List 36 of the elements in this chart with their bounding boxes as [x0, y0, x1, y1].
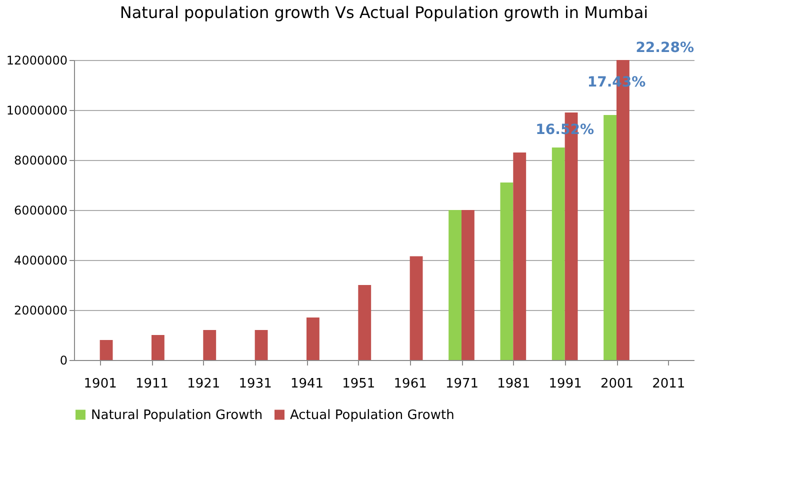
bar [410, 256, 423, 360]
bar [462, 210, 474, 360]
x-tick-label: 1921 [187, 376, 220, 392]
bar [306, 318, 320, 360]
bar [152, 335, 164, 360]
x-tick-label: 1931 [238, 376, 272, 392]
x-tick-label: 1941 [290, 376, 324, 392]
x-tick-label: 2011 [652, 376, 686, 392]
y-tick-label: 8000000 [14, 154, 68, 168]
x-tick-label: 1961 [394, 376, 427, 392]
y-tick-label: 12000000 [6, 54, 68, 68]
x-tick-label: 1971 [445, 376, 479, 392]
y-tick-label: 0 [60, 354, 68, 368]
bar [100, 340, 113, 360]
y-tick-label: 2000000 [14, 304, 68, 318]
legend-label: Natural Population Growth [91, 408, 263, 423]
x-tick-label: 1951 [342, 376, 376, 392]
y-tick-label: 6000000 [14, 204, 68, 218]
bar [254, 330, 268, 360]
x-tick-label: 1901 [84, 376, 117, 392]
x-tick-label: 1991 [548, 376, 582, 392]
y-tick-label: 4000000 [14, 254, 68, 268]
x-tick-label: 1911 [135, 376, 169, 392]
bar [203, 330, 216, 360]
chart-title: Natural population growth Vs Actual Population growth in Mumbai [120, 3, 648, 22]
bar [604, 115, 616, 360]
y-tick-label: 10000000 [6, 104, 68, 118]
bar [552, 148, 565, 360]
bar [513, 152, 526, 360]
x-tick-label: 1981 [497, 376, 530, 392]
bar [448, 210, 462, 360]
bar [500, 182, 514, 360]
text: 22.28% [636, 40, 694, 56]
bar [358, 285, 372, 360]
x-tick-label: 2001 [600, 376, 634, 392]
legend-label: Actual Population Growth [290, 408, 454, 423]
